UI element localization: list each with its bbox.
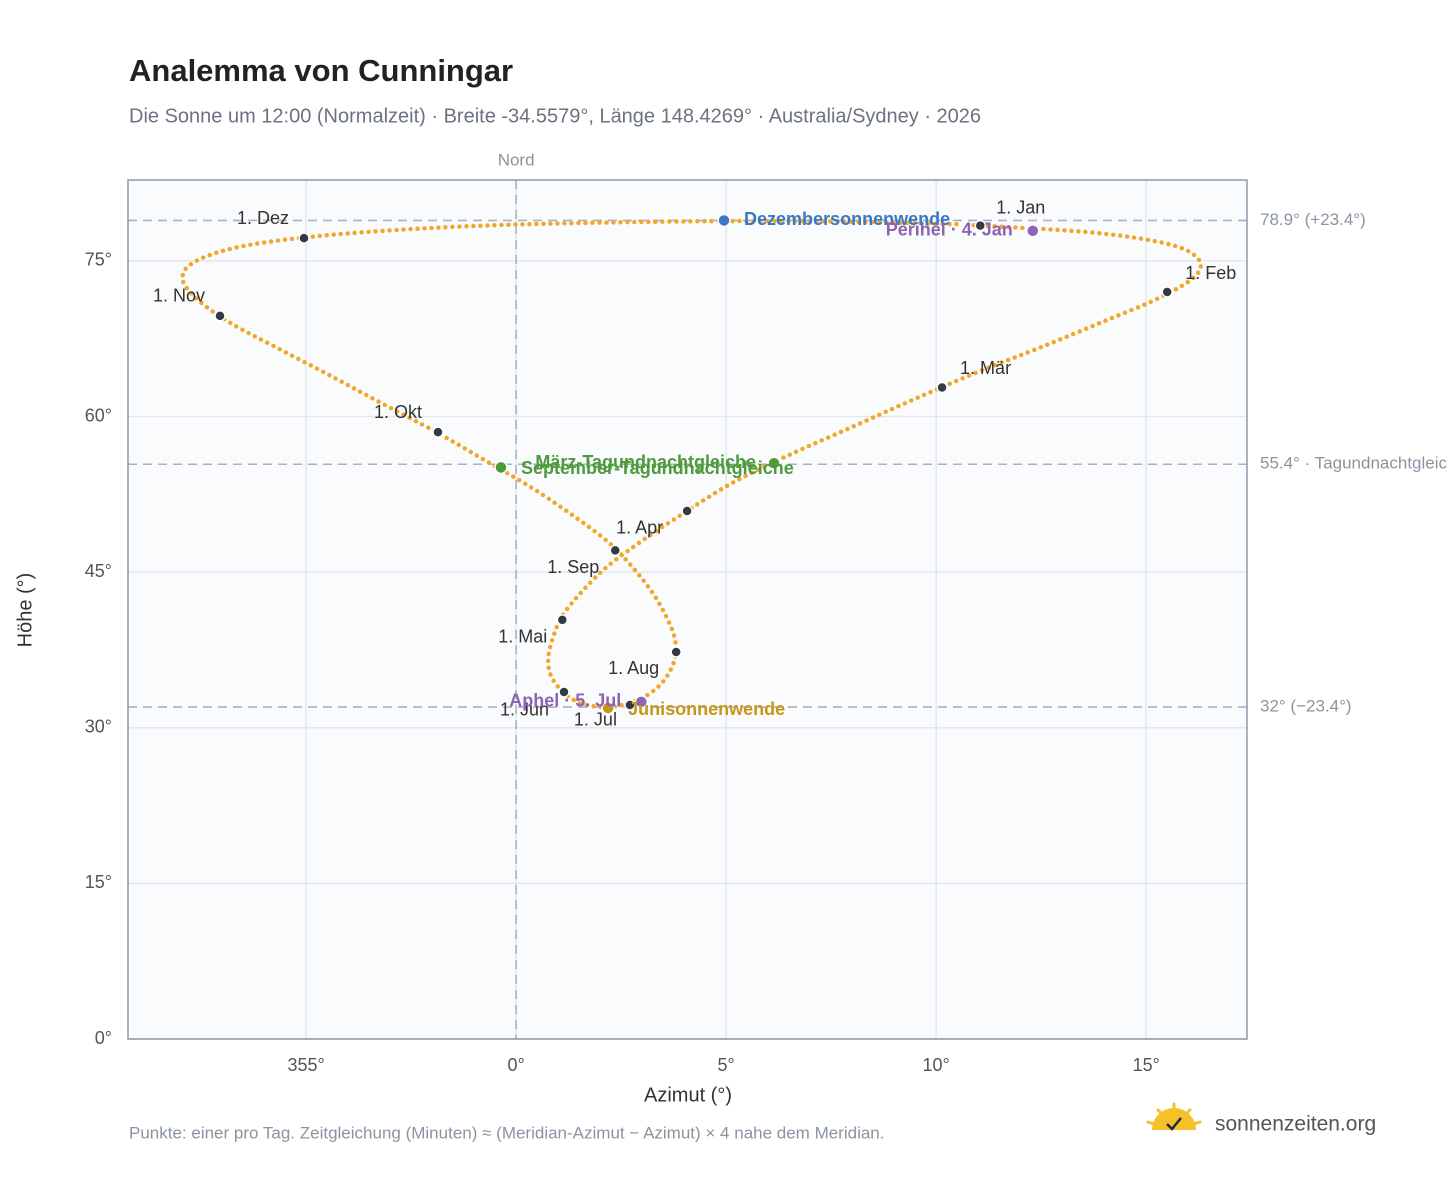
month-label: 1. Jul xyxy=(574,710,617,730)
month-label: 1. Apr xyxy=(616,518,663,538)
plot-border xyxy=(127,179,1248,1040)
plot-area xyxy=(128,180,1247,1039)
month-label: 1. Mai xyxy=(498,627,547,647)
x-axis-title: Azimut (°) xyxy=(644,1084,732,1106)
reference-label: 32° (−23.4°) xyxy=(1260,697,1352,716)
month-marker xyxy=(670,646,682,658)
event-marker xyxy=(494,460,508,475)
event-label: März-Tagundnachtgleiche xyxy=(535,452,756,472)
event-marker xyxy=(1026,224,1040,238)
footnote: Punkte: einer pro Tag. Zeitgleichung (Mi… xyxy=(129,1123,885,1142)
x-tick-label: 5° xyxy=(718,1055,735,1075)
event-label: September-Tagundnachtgleiche xyxy=(521,458,794,478)
month-marker xyxy=(609,544,622,557)
month-marker xyxy=(558,686,570,698)
brand-name: sonnenzeiten.org xyxy=(1215,1113,1376,1136)
x-tick-label: 10° xyxy=(923,1055,950,1075)
month-marker xyxy=(1161,286,1173,298)
month-label: 1. Nov xyxy=(153,286,205,306)
chart-title: Analemma von Cunningar xyxy=(129,53,513,88)
y-tick-label: 60° xyxy=(85,405,112,425)
month-label: 1. Dez xyxy=(237,208,289,228)
event-marker xyxy=(634,695,649,709)
event-label: Junisonnenwende xyxy=(628,699,785,719)
reference-label: 78.9° (+23.4°) xyxy=(1260,210,1366,229)
month-marker xyxy=(936,381,948,394)
reference-label: 55.4° · Tagundnachtgleiche xyxy=(1260,454,1448,473)
event-marker xyxy=(767,456,781,470)
event-label: Aphel · 5. Jul xyxy=(509,691,621,711)
month-marker xyxy=(214,310,226,322)
month-label: 1. Okt xyxy=(374,402,422,422)
x-tick-label: 0° xyxy=(508,1055,525,1075)
y-tick-label: 30° xyxy=(85,717,112,737)
event-marker xyxy=(717,213,731,228)
month-marker xyxy=(624,699,636,711)
x-tick-label: 355° xyxy=(287,1055,324,1075)
meridian-label: Nord xyxy=(498,150,535,169)
event-marker xyxy=(601,701,615,715)
month-marker xyxy=(556,614,569,626)
event-label: Perihel · 4. Jan xyxy=(886,220,1013,240)
x-tick-label: 15° xyxy=(1133,1055,1160,1075)
month-label: 1. Jan xyxy=(996,197,1045,217)
y-tick-label: 75° xyxy=(85,250,112,270)
brand-logo xyxy=(1146,1102,1202,1131)
chart-subtitle: Die Sonne um 12:00 (Normalzeit) · Breite… xyxy=(129,105,981,127)
month-label: 1. Aug xyxy=(608,658,659,678)
month-marker xyxy=(681,505,693,517)
month-label: 1. Feb xyxy=(1185,263,1236,283)
month-label: 1. Sep xyxy=(547,557,599,577)
month-marker xyxy=(298,232,310,244)
month-label: 1. Mär xyxy=(960,358,1011,378)
y-axis-title: Höhe (°) xyxy=(14,573,36,648)
month-marker xyxy=(974,219,987,232)
y-tick-label: 15° xyxy=(85,872,112,892)
month-marker xyxy=(432,426,444,438)
plot-layer xyxy=(128,180,1247,1040)
y-tick-label: 0° xyxy=(95,1028,112,1048)
month-label: 1. Jun xyxy=(500,700,549,720)
y-tick-label: 45° xyxy=(85,561,112,581)
event-label: Dezembersonnenwende xyxy=(744,209,950,229)
